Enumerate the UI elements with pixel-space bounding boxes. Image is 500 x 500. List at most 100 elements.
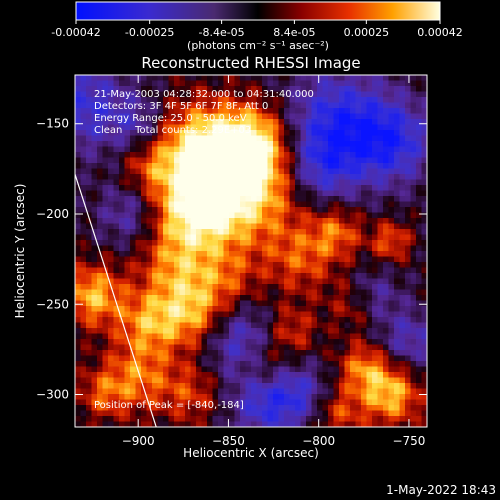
heatmap-cell <box>350 383 356 389</box>
heatmap-cell <box>218 201 224 208</box>
heatmap-cell <box>201 124 208 131</box>
heatmap-cell <box>141 372 147 378</box>
heatmap-cell <box>410 377 417 384</box>
heatmap-cell <box>102 344 109 351</box>
heatmap-cell <box>256 168 263 175</box>
heatmap-cell <box>394 333 400 340</box>
heatmap-cell <box>421 251 427 257</box>
heatmap-cell <box>355 328 362 334</box>
heatmap-cell <box>80 179 87 186</box>
heatmap-cell <box>262 289 268 296</box>
heatmap-cell <box>86 344 92 351</box>
heatmap-cell <box>174 91 180 98</box>
heatmap-cell <box>234 185 241 191</box>
heatmap-cell <box>141 229 147 235</box>
heatmap-cell <box>262 119 268 125</box>
heatmap-cell <box>416 141 422 147</box>
heatmap-cell <box>223 102 230 109</box>
heatmap-cell <box>174 146 180 153</box>
heatmap-cell <box>141 284 147 290</box>
heatmap-cell <box>383 196 389 202</box>
heatmap-cell <box>377 399 384 406</box>
heatmap-cell <box>119 146 125 153</box>
heatmap-cell <box>119 377 125 384</box>
heatmap-cell <box>311 322 318 329</box>
heatmap-cell <box>97 311 103 318</box>
heatmap-cell <box>245 311 252 318</box>
heatmap-cell <box>366 119 373 125</box>
heatmap-cell <box>388 311 395 318</box>
heatmap-cell <box>240 350 246 356</box>
heatmap-cell <box>317 295 323 301</box>
heatmap-cell <box>185 245 191 252</box>
heatmap-cell <box>284 366 290 373</box>
heatmap-cell <box>289 119 296 125</box>
heatmap-cell <box>366 130 373 136</box>
heatmap-cell <box>168 344 175 351</box>
heatmap-cell <box>267 223 274 230</box>
heatmap-cell <box>240 91 246 98</box>
heatmap-cell <box>328 256 334 263</box>
heatmap-cell <box>300 278 307 285</box>
heatmap-cell <box>146 130 153 136</box>
heatmap-cell <box>273 91 279 98</box>
heatmap-cell <box>306 383 312 389</box>
heatmap-cell <box>212 377 219 384</box>
heatmap-cell <box>207 223 213 230</box>
heatmap-cell <box>86 267 92 274</box>
heatmap-cell <box>377 383 384 389</box>
heatmap-cell <box>185 383 191 389</box>
heatmap-cell <box>218 399 224 406</box>
heatmap-cell <box>135 306 142 312</box>
heatmap-cell <box>240 306 246 312</box>
heatmap-cell <box>295 108 301 114</box>
heatmap-cell <box>355 135 362 142</box>
heatmap-cell <box>130 97 136 103</box>
heatmap-cell <box>377 80 384 87</box>
heatmap-cell <box>141 300 147 307</box>
heatmap-cell <box>212 201 219 208</box>
heatmap-cell <box>388 135 395 142</box>
heatmap-cell <box>97 223 103 230</box>
heatmap-cell <box>317 163 323 169</box>
heatmap-cell <box>322 212 329 219</box>
heatmap-cell <box>141 212 147 219</box>
heatmap-cell <box>289 295 296 301</box>
heatmap-cell <box>267 322 274 329</box>
heatmap-cell <box>97 350 103 356</box>
heatmap-cell <box>234 119 241 125</box>
heatmap-cell <box>113 278 120 285</box>
heatmap-cell <box>179 416 186 422</box>
heatmap-cell <box>421 361 427 367</box>
heatmap-cell <box>80 234 87 241</box>
heatmap-cell <box>207 322 213 329</box>
heatmap-cell <box>289 240 296 246</box>
heatmap-cell <box>328 322 334 329</box>
heatmap-cell <box>350 218 356 224</box>
heatmap-cell <box>201 212 208 219</box>
heatmap-cell <box>91 388 98 395</box>
heatmap-cell <box>267 399 274 406</box>
heatmap-cell <box>372 146 378 153</box>
heatmap-cell <box>366 267 373 274</box>
heatmap-cell <box>102 102 109 109</box>
heatmap-cell <box>339 212 345 219</box>
heatmap-cell <box>185 218 191 224</box>
heatmap-cell <box>372 212 378 219</box>
heatmap-cell <box>207 124 213 131</box>
heatmap-cell <box>157 289 164 296</box>
heatmap-cell <box>311 196 318 202</box>
heatmap-cell <box>262 339 268 345</box>
heatmap-cell <box>273 75 279 81</box>
heatmap-cell <box>80 322 87 329</box>
annotation-time-range: 21-May-2003 04:28:32.000 to 04:31:40.000 <box>94 89 314 100</box>
heatmap-cell <box>91 124 98 131</box>
heatmap-cell <box>278 295 285 301</box>
heatmap-cell <box>201 328 208 334</box>
heatmap-cell <box>130 207 136 213</box>
heatmap-cell <box>86 311 92 318</box>
heatmap-cell <box>201 174 208 180</box>
heatmap-cell <box>267 190 274 197</box>
heatmap-cell <box>141 416 147 422</box>
heatmap-cell <box>317 306 323 312</box>
